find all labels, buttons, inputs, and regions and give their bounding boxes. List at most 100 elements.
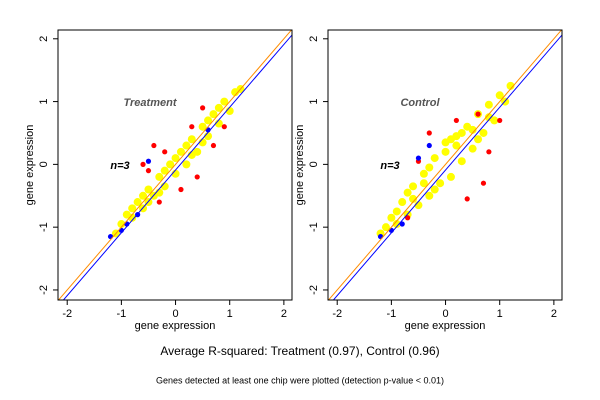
point bbox=[486, 149, 492, 155]
y-tick-label: -1 bbox=[38, 222, 50, 232]
point bbox=[187, 135, 196, 144]
point bbox=[162, 149, 168, 155]
point bbox=[419, 179, 428, 188]
x-tick-label: 1 bbox=[497, 308, 503, 320]
point bbox=[392, 207, 401, 216]
point bbox=[506, 81, 515, 90]
reference-line bbox=[328, 30, 562, 300]
point bbox=[392, 220, 401, 229]
point bbox=[426, 130, 432, 136]
point bbox=[220, 97, 229, 106]
summary-caption: Average R-squared: Treatment (0.97), Con… bbox=[160, 344, 439, 358]
point bbox=[377, 233, 384, 240]
x-tick-label: -1 bbox=[386, 308, 396, 320]
point bbox=[446, 172, 455, 181]
annotation: n=3 bbox=[380, 160, 399, 172]
x-tick-label: -2 bbox=[62, 308, 72, 320]
point bbox=[107, 233, 114, 240]
y-tick-label: -1 bbox=[308, 222, 320, 232]
point bbox=[194, 174, 200, 180]
point bbox=[166, 160, 175, 169]
point bbox=[457, 157, 466, 166]
point bbox=[415, 155, 422, 161]
point bbox=[457, 128, 466, 137]
plot-frame bbox=[327, 29, 563, 301]
point bbox=[171, 154, 180, 163]
point bbox=[452, 141, 461, 150]
point bbox=[189, 124, 195, 130]
point bbox=[198, 122, 207, 131]
point bbox=[495, 91, 504, 100]
annotation: Control bbox=[400, 97, 440, 109]
point bbox=[144, 185, 153, 194]
point bbox=[436, 179, 445, 188]
point bbox=[453, 117, 459, 124]
point bbox=[425, 191, 434, 200]
point bbox=[446, 135, 455, 144]
point bbox=[387, 213, 396, 222]
point bbox=[128, 213, 137, 222]
point bbox=[145, 158, 152, 164]
point bbox=[214, 103, 223, 112]
point bbox=[204, 116, 213, 125]
point bbox=[176, 147, 185, 156]
annotation: Treatment bbox=[124, 97, 178, 109]
x-tick-label: 0 bbox=[442, 308, 448, 320]
y-tick-label: 0 bbox=[308, 161, 320, 167]
point bbox=[409, 194, 418, 203]
point bbox=[484, 113, 493, 122]
point bbox=[140, 161, 146, 167]
point bbox=[139, 191, 148, 200]
point bbox=[182, 141, 191, 150]
x-tick-label: 1 bbox=[227, 308, 233, 320]
point bbox=[425, 163, 434, 172]
point bbox=[200, 105, 206, 111]
x-tick-label: -2 bbox=[332, 308, 342, 320]
point bbox=[497, 117, 503, 124]
point bbox=[419, 169, 428, 178]
note-caption: Genes detected at least one chip were pl… bbox=[156, 375, 444, 385]
point bbox=[381, 223, 390, 232]
reference-line bbox=[332, 34, 562, 300]
point bbox=[151, 142, 157, 149]
point bbox=[474, 135, 483, 144]
point bbox=[468, 144, 477, 153]
plot-area bbox=[58, 30, 292, 300]
point bbox=[160, 166, 169, 175]
y-tick-label: 2 bbox=[38, 36, 50, 42]
point bbox=[403, 188, 412, 197]
point bbox=[128, 204, 137, 213]
y-tick-label: 1 bbox=[308, 99, 320, 105]
y-axis-label: gene expression bbox=[294, 125, 306, 206]
x-axis-label: gene expression bbox=[405, 320, 486, 332]
y-tick-label: -2 bbox=[38, 285, 50, 295]
y-tick-label: 1 bbox=[38, 99, 50, 105]
point bbox=[468, 125, 477, 134]
plot-area bbox=[328, 30, 562, 300]
point bbox=[145, 168, 152, 174]
reference-line bbox=[58, 30, 292, 300]
x-tick-label: 2 bbox=[551, 308, 557, 320]
point bbox=[484, 100, 493, 109]
y-tick-label: -2 bbox=[308, 285, 320, 295]
point bbox=[479, 128, 488, 137]
point bbox=[221, 124, 227, 130]
x-axis-label: gene expression bbox=[135, 320, 216, 332]
point bbox=[405, 215, 411, 221]
point bbox=[475, 111, 481, 117]
plot-frame bbox=[57, 29, 293, 301]
x-tick-label: -1 bbox=[116, 308, 126, 320]
point bbox=[409, 182, 418, 191]
x-tick-label: 0 bbox=[172, 308, 178, 320]
point bbox=[480, 180, 487, 186]
point bbox=[155, 172, 164, 181]
point bbox=[209, 110, 218, 119]
point bbox=[399, 221, 405, 227]
point bbox=[441, 147, 450, 156]
point bbox=[464, 196, 470, 202]
point bbox=[178, 186, 184, 193]
point bbox=[398, 198, 407, 207]
point bbox=[426, 142, 432, 149]
point bbox=[430, 185, 439, 194]
